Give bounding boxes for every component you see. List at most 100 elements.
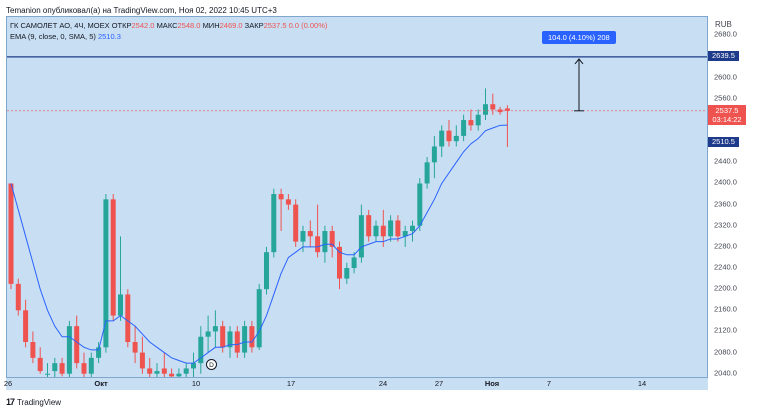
open-label: ОТКР: [111, 21, 132, 30]
candle: [307, 220, 313, 247]
price-tick: 2240.0: [714, 262, 737, 272]
candle: [388, 215, 394, 242]
candle: [66, 320, 72, 377]
close-label: ЗАКР: [244, 21, 264, 30]
time-tick: Окт: [94, 379, 108, 388]
price-tick: 2440.0: [714, 156, 737, 166]
measure-label[interactable]: 104.0 (4.10%) 208: [542, 30, 616, 44]
price-tick: 2160.0: [714, 304, 737, 314]
candle: [161, 352, 167, 377]
candle: [15, 278, 21, 316]
candle: [285, 194, 291, 210]
candle: [417, 178, 423, 232]
time-tick: 17: [286, 379, 296, 388]
price-tick: 2680.0: [714, 29, 737, 39]
candle: [118, 236, 123, 321]
legend-symbol[interactable]: ГК САМОЛЕТ АО, 4Ч, MOEX: [10, 21, 110, 30]
time-tick: 26: [3, 379, 13, 388]
time-tick: 7: [546, 379, 552, 388]
candle: [103, 194, 109, 353]
candle: [461, 114, 467, 142]
footer: 17 TradingView: [6, 397, 61, 407]
candle: [278, 188, 284, 232]
candle: [30, 331, 36, 364]
chart-pane[interactable]: [6, 16, 708, 378]
candle: [23, 299, 29, 348]
candle: [358, 204, 364, 263]
candle: [81, 352, 87, 377]
candle: [483, 88, 488, 121]
low-value: 2469.0: [219, 21, 243, 30]
candle: [96, 342, 102, 364]
candle: [125, 289, 131, 348]
price-tick: 2280.0: [714, 241, 737, 251]
ema-price-badge: 2510.5: [708, 137, 739, 148]
candle: [191, 352, 196, 377]
candle: [52, 357, 58, 377]
candle: [234, 326, 240, 358]
candle: [154, 363, 160, 377]
time-tick: 27: [434, 379, 444, 388]
candle: [344, 262, 350, 284]
candle: [446, 120, 452, 147]
ema-line: [10, 124, 508, 364]
candle: [205, 315, 211, 353]
candle: [59, 357, 65, 377]
close-value: 2537.5: [263, 21, 287, 30]
price-tick: 2320.0: [714, 220, 737, 230]
candle: [380, 209, 386, 247]
candle: [132, 326, 138, 364]
hline-price-badge: 2639.5: [708, 50, 739, 61]
price-tick: 2400.0: [714, 177, 737, 187]
brand-name[interactable]: TradingView: [17, 397, 62, 407]
candle: [468, 109, 474, 131]
price-tick: 2600.0: [714, 72, 737, 82]
legend-ema-row: EMA (9, close, 0, SMA, 5) 2510.3: [10, 31, 327, 42]
publish-info: Temanion опубликовал(а) на TradingView.c…: [6, 6, 277, 15]
ema-label[interactable]: EMA (9, close, 0, SMA, 5): [10, 32, 96, 41]
candle: [183, 363, 189, 377]
candle: [169, 368, 175, 377]
candle: [8, 183, 14, 290]
dividend-marker[interactable]: D: [206, 359, 217, 370]
time-tick: Ноя: [484, 379, 500, 388]
candle: [37, 347, 43, 374]
candle: [110, 194, 116, 321]
tradingview-logo-icon[interactable]: 17: [6, 397, 15, 407]
candle: [351, 252, 357, 274]
candle: [490, 93, 496, 115]
candle: [431, 135, 437, 179]
candle: [395, 215, 401, 242]
candle: [176, 368, 182, 377]
candle: [147, 357, 153, 377]
candle: [45, 363, 50, 377]
candle: [198, 326, 204, 374]
candle: [256, 283, 262, 350]
measure-arrowhead-icon: [574, 58, 584, 65]
change-value: 0.0 (0.00%): [288, 21, 328, 30]
time-axis[interactable]: 26 Окт 10 17 24 27 Ноя 7 14: [3, 378, 708, 390]
price-tick: 2200.0: [714, 283, 737, 293]
time-tick: 24: [378, 379, 388, 388]
candle: [410, 220, 415, 242]
candle: [293, 199, 299, 247]
candle: [271, 188, 277, 258]
last-price-value: 2537.5: [715, 105, 739, 115]
legend-ohlc-row: ГК САМОЛЕТ АО, 4Ч, MOEX ОТКР2542.0 МАКС 2…: [10, 20, 327, 31]
legend: ГК САМОЛЕТ АО, 4Ч, MOEX ОТКР2542.0 МАКС 2…: [10, 20, 327, 42]
price-tick: 2360.0: [714, 199, 737, 209]
price-axis[interactable]: 2680.02640.02600.02560.02520.02480.02440…: [708, 16, 758, 378]
candle: [315, 204, 321, 258]
candle: [242, 320, 248, 358]
candle: [504, 105, 510, 148]
candlestick-chart[interactable]: [7, 17, 708, 378]
open-value: 2542.0: [131, 21, 155, 30]
candle: [366, 209, 372, 242]
candle: [227, 326, 233, 358]
price-tick: 2120.0: [714, 325, 737, 335]
high-label: МАКС: [156, 21, 178, 30]
candle: [337, 241, 342, 290]
last-price-badge: 2537.5 03:14:22: [708, 104, 746, 125]
ema-value: 2510.3: [97, 32, 121, 41]
candle: [475, 109, 481, 131]
